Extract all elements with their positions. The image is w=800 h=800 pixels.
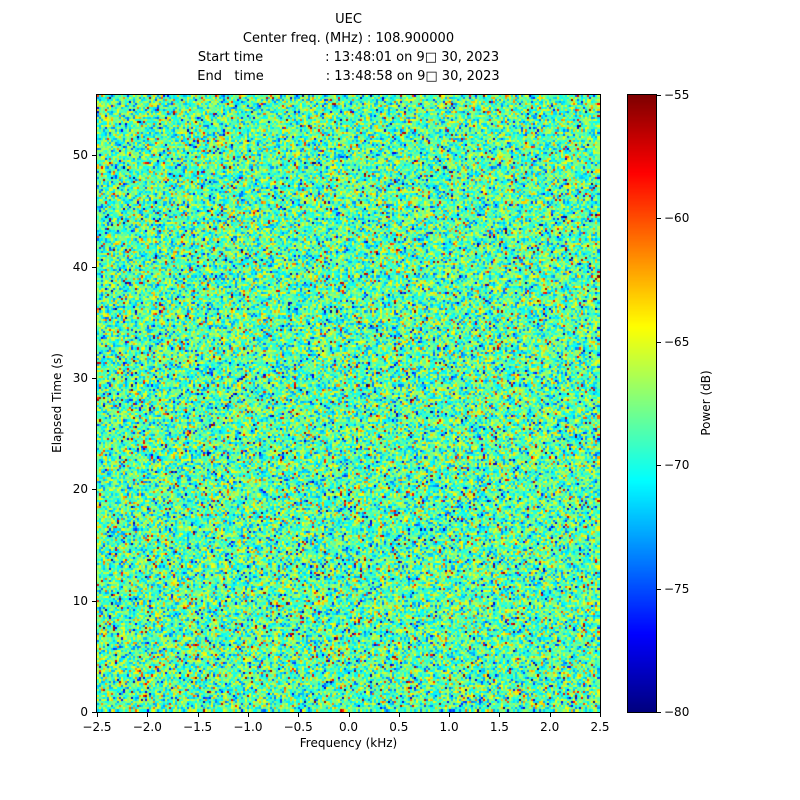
x-tick-mark [348, 713, 350, 717]
y-tick-label: 50 [72, 148, 88, 163]
plot-area [96, 94, 601, 713]
x-tick-mark [147, 713, 149, 717]
x-tick-label: 2.0 [540, 720, 560, 734]
subtitle-end-time: End time : 13:48:58 on 9□ 30, 2023 [197, 69, 500, 84]
subtitle-center-freq: Center freq. (MHz) : 108.900000 [242, 31, 455, 46]
colorbar-label: Power (dB) [699, 370, 713, 436]
colorbar-tick-label: −65 [664, 334, 690, 349]
colorbar-tick-label: −70 [664, 458, 690, 473]
y-tick-label: 30 [72, 370, 88, 385]
y-tick-label: 20 [72, 482, 88, 497]
x-tick-mark [449, 713, 451, 717]
spectrogram-canvas [97, 95, 600, 712]
y-tick-mark [92, 712, 96, 713]
colorbar-tick-mark [657, 95, 661, 96]
colorbar-tick-label: −75 [664, 581, 690, 596]
colorbar-tick-mark [657, 588, 661, 590]
x-tick-mark [197, 713, 199, 717]
x-tick-mark [549, 713, 551, 717]
colorbar-tick-mark [657, 712, 661, 713]
x-tick-label: −1.5 [183, 720, 213, 734]
y-tick-mark [92, 155, 96, 157]
colorbar-tick-mark [657, 465, 661, 467]
x-tick-label: −1.0 [233, 720, 263, 734]
x-tick-label: 1.5 [489, 720, 509, 734]
y-tick-mark [92, 489, 96, 491]
x-tick-label: −2.5 [82, 720, 112, 734]
x-tick-label: 0.5 [389, 720, 409, 734]
x-tick-mark [600, 713, 601, 717]
x-tick-mark [398, 713, 400, 717]
y-tick-label: 10 [72, 593, 88, 608]
y-tick-mark [92, 377, 96, 379]
colorbar-canvas [628, 95, 656, 712]
x-tick-mark [247, 713, 249, 717]
title-block: UEC Center freq. (MHz) : 108.900000 Star… [97, 10, 600, 86]
chart-title: UEC [335, 12, 362, 27]
x-tick-label: −2.0 [132, 720, 162, 734]
colorbar-tick-label: −60 [664, 211, 690, 226]
x-tick-mark [298, 713, 300, 717]
colorbar [627, 94, 657, 713]
y-tick-label: 40 [72, 259, 88, 274]
subtitle-start-time: Start time : 13:48:01 on 9□ 30, 2023 [197, 50, 500, 65]
y-tick-mark [92, 600, 96, 602]
x-tick-label: 1.0 [439, 720, 459, 734]
x-tick-label: −0.5 [283, 720, 313, 734]
colorbar-tick-label: −80 [664, 705, 690, 719]
x-axis-label: Frequency (kHz) [299, 736, 398, 750]
y-tick-mark [92, 266, 96, 268]
x-tick-mark [499, 713, 501, 717]
x-tick-label: 2.5 [590, 720, 610, 734]
y-axis-label: Elapsed Time (s) [50, 353, 64, 453]
colorbar-tick-label: −55 [664, 88, 690, 102]
y-tick-label: 0 [80, 705, 88, 719]
x-tick-label: 0.0 [338, 720, 359, 734]
x-tick-mark [97, 713, 98, 717]
colorbar-tick-mark [657, 218, 661, 220]
colorbar-tick-mark [657, 341, 661, 343]
